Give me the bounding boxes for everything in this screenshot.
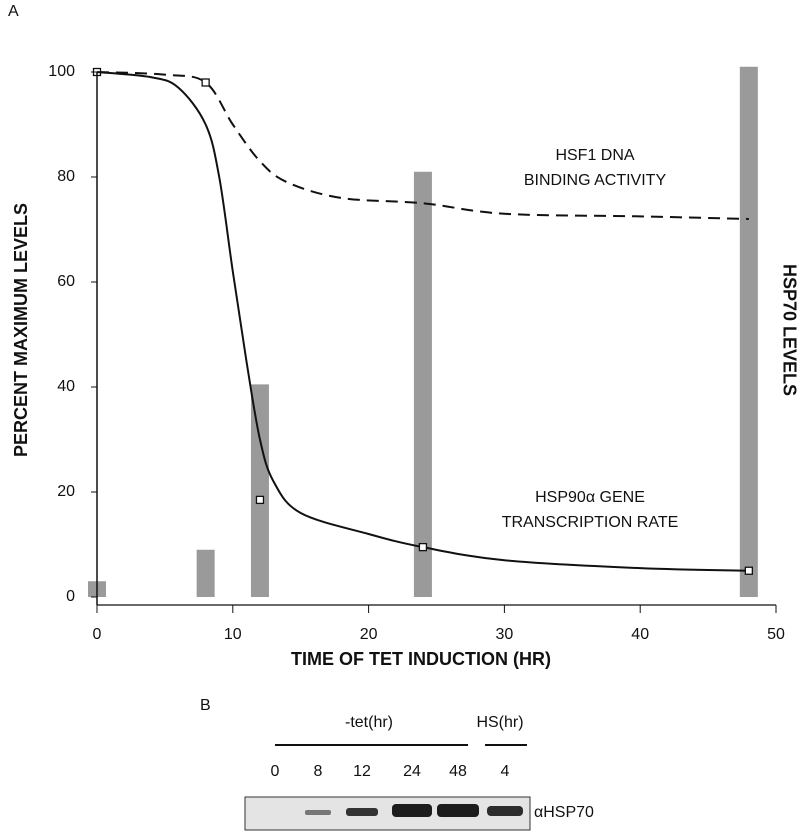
lane-label: 8 [314,763,323,780]
bar [739,66,758,597]
lane-label: 24 [403,763,421,780]
line [96,71,749,572]
x-axis-label: TIME OF TET INDUCTION (HR) [291,649,551,669]
blot-band [392,804,432,817]
x-tick-label: 0 [93,626,102,643]
y-tick-label: 40 [57,378,75,395]
panel-label: B [200,697,211,714]
blot-band [346,808,378,816]
line [96,71,749,220]
annotation: HSF1 DNA [555,147,634,164]
y-tick-label: 60 [57,273,75,290]
x-tick-label: 30 [496,626,514,643]
bar [413,171,432,597]
y-tick-label: 0 [66,588,75,605]
panel-label: A [8,3,19,20]
blot [244,796,531,831]
lane-label: 48 [449,763,467,780]
y-tick-label: 100 [48,63,75,80]
x-tick-label: 10 [224,626,242,643]
x-tick-label: 40 [631,626,649,643]
blot-band [437,804,479,817]
lane-label: 0 [271,763,280,780]
y-tick-label: 20 [57,483,75,500]
antibody-label: αHSP70 [534,804,594,821]
annotation: HSP90α GENE [535,489,645,506]
annotation: TRANSCRIPTION RATE [502,514,679,531]
annotation: BINDING ACTIVITY [524,172,667,189]
x-tick-label: 50 [767,626,785,643]
data-marker [418,542,428,552]
data-marker [744,566,753,575]
y-axis-label: PERCENT MAXIMUM LEVELS [11,203,31,457]
y2-axis-label: HSP70 LEVELS [779,264,799,396]
bar [250,384,269,597]
lane-label: 4 [501,763,510,780]
y-tick-label: 80 [57,168,75,185]
lane-label: 12 [353,763,371,780]
data-marker [255,495,265,505]
blot-band [305,810,331,815]
data-marker [201,78,210,87]
blot-group-label: HS(hr) [476,714,523,731]
x-tick-label: 20 [360,626,378,643]
blot-band [487,806,523,816]
blot-group-label: -tet(hr) [345,714,393,731]
bar [196,549,215,597]
